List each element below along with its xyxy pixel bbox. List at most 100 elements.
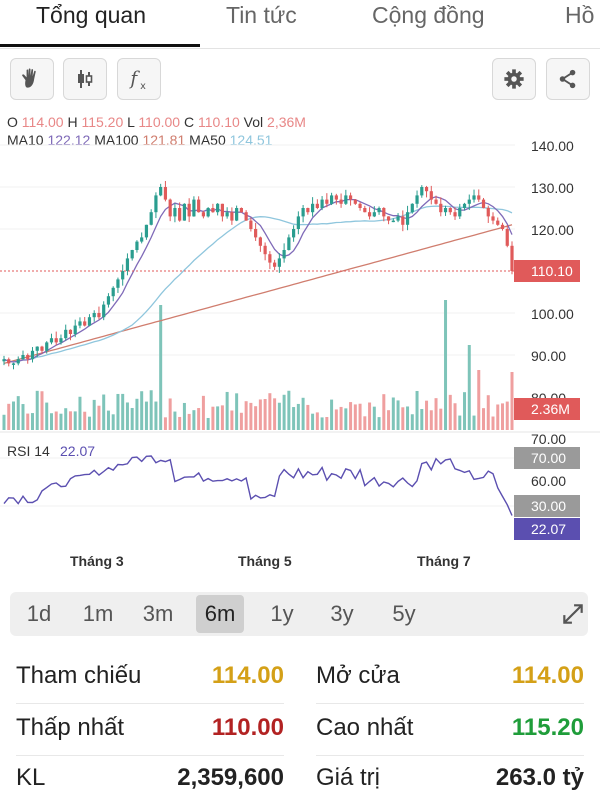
low-label: Thấp nhất [16,714,125,741]
candle-body [439,203,443,213]
period-5y[interactable]: 5y [392,601,416,626]
volume-bar [306,404,310,430]
candle-body [334,195,338,200]
volume-bar [16,396,20,430]
volume-bar [111,414,115,430]
period-1d[interactable]: 1d [26,601,52,626]
x-axis-label: Tháng 3 [70,553,124,569]
candle-body [386,216,391,221]
volume-bar [491,416,495,430]
rsi-value: 22.07 [60,443,95,459]
volume-bar [216,406,220,430]
candle-body [249,220,253,229]
volume-bar [282,394,286,430]
price-chart[interactable]: 140.00 130.00 120.00 100.00 90.00 80.00 … [0,130,600,580]
volume-bar [344,408,348,430]
candle-body [500,224,505,229]
volume-bar [97,405,101,430]
volume-bar [410,414,414,430]
period-3m[interactable]: 3m [142,601,174,626]
rsi-marker-badge [514,518,580,540]
value-stat-value: 263.0 tỷ [495,764,584,791]
period-3y[interactable]: 3y [330,601,354,626]
tab-community[interactable]: Cộng đồng [372,2,485,28]
expand-icon[interactable] [560,601,586,627]
candle-body [111,287,115,297]
ma-readout: MA10 122.12 MA100 121.81 MA50 124.51 [7,132,272,149]
candle-body [187,203,191,217]
candlestick-icon [78,70,93,88]
candle-body [73,325,77,334]
candle-body [135,241,139,250]
hand-tool-button[interactable] [10,58,54,100]
candle-body [348,195,353,200]
volume-bar [467,345,471,430]
candle-body [16,359,20,364]
volume-bar [325,417,329,430]
period-6m[interactable]: 6m [196,595,244,633]
candle-body [35,346,39,351]
volume-bar [453,403,457,430]
volume-bar [429,410,433,430]
candle-body [2,359,6,362]
tab-news[interactable]: Tin tức [226,2,297,28]
volume-bar [135,398,139,430]
candle-body [244,212,248,221]
candle-body [353,199,357,204]
volume-bar [292,407,296,430]
candle-body [125,258,130,271]
volume-stat-value: 2,359,600 [177,764,284,791]
volume-bar [192,410,196,430]
active-tab-underline [0,44,200,47]
candle-body [277,258,281,267]
tab-overview[interactable]: Tổng quan [36,2,146,28]
volume-bar [102,394,106,430]
candle-body [21,355,25,360]
candle-body [192,199,196,217]
volume-bar [78,396,82,430]
volume-bar [349,402,353,430]
candle-body [163,187,168,200]
volume-bar [220,405,224,430]
candle-body [424,187,429,192]
period-1m[interactable]: 1m [82,601,114,626]
indicator-button[interactable]: f x [117,58,161,100]
volume-bar [472,415,476,430]
period-1y[interactable]: 1y [270,601,294,626]
rsi-line [3,455,513,516]
volume-bar [149,390,153,430]
volume-bar [54,411,58,430]
volume-bar [144,401,148,430]
candle-body [429,191,433,200]
function-icon: f x [128,68,146,91]
open-label: Mở cửa [316,662,400,689]
candle-body [11,363,16,365]
candle-body [377,208,381,213]
divider [16,755,284,756]
candle-body [225,212,229,217]
candle-body [254,229,258,238]
candle-body [315,203,319,208]
candle-body [448,208,452,213]
candle-body [45,342,49,351]
tab-profile[interactable]: Hồ [565,2,595,28]
volume-bar [258,399,262,430]
volume-bar [334,409,338,430]
candle-body [443,208,448,213]
settings-button[interactable] [492,58,536,100]
candle-body [159,187,163,196]
candle-body [40,346,44,351]
price-grid [0,144,515,356]
volume-bar [30,413,34,430]
vol-label: Vol [243,114,264,130]
candle-type-button[interactable] [63,58,107,100]
candle-body [273,262,277,267]
candle-body [410,203,414,213]
rsi-tick: 60.00 [531,473,566,489]
volume-bar [434,398,438,430]
share-button[interactable] [546,58,590,100]
candle-body [472,195,476,200]
hand-icon [22,68,36,88]
volume-bar [377,417,381,430]
volume-bar [7,403,11,430]
